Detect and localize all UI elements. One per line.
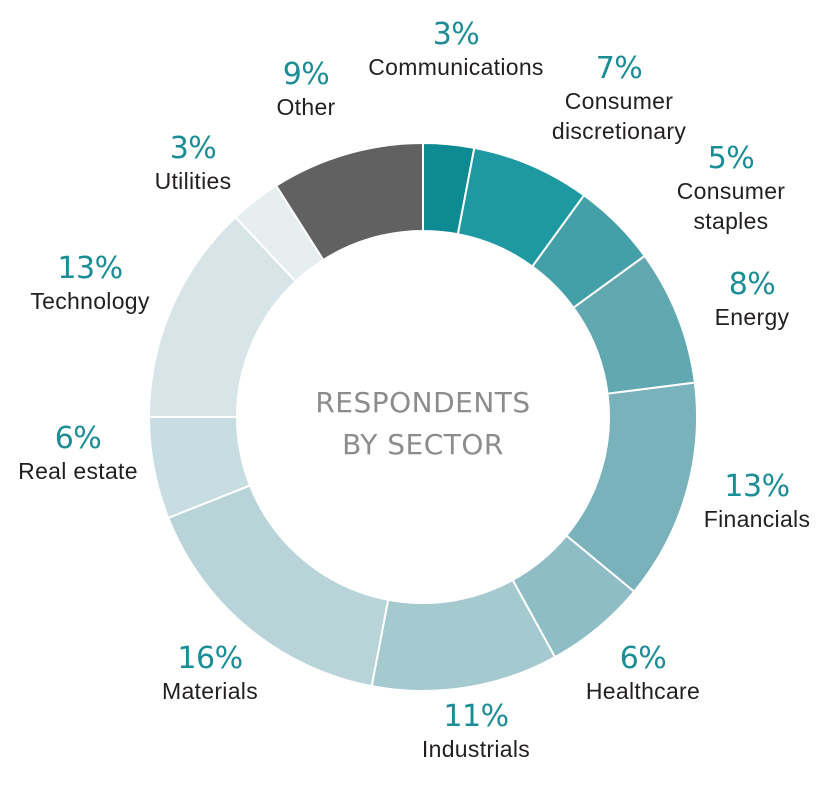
label-utilities: 3% Utilities xyxy=(155,132,232,196)
label-healthcare: 6% Healthcare xyxy=(586,642,700,706)
slice-name: Consumer xyxy=(676,178,786,204)
slice-percent: 16% xyxy=(177,641,243,676)
slice-other xyxy=(274,141,424,262)
slice-name: Other xyxy=(276,94,336,120)
label-communications: 3% Communications xyxy=(368,18,544,82)
label-real-estate: 6% Real estate xyxy=(18,422,138,486)
slice-name: Healthcare xyxy=(585,678,701,704)
label-industrials: 11% Industrials xyxy=(422,700,530,764)
slice-percent: 8% xyxy=(728,267,776,302)
center-title: RESPONDENTS BY SECTOR xyxy=(315,382,530,466)
slice-name: discretionary xyxy=(551,118,687,144)
slice-name: Communications xyxy=(368,54,544,80)
slice-name: Industrials xyxy=(421,736,531,762)
slice-percent: 9% xyxy=(282,57,330,92)
slice-name: Materials xyxy=(161,678,259,704)
label-materials: 16% Materials xyxy=(162,642,258,706)
slice-percent: 6% xyxy=(619,641,667,676)
slice-name: staples xyxy=(693,208,769,234)
slice-percent: 5% xyxy=(707,141,755,176)
label-energy: 8% Energy xyxy=(715,268,790,332)
slice-percent: 3% xyxy=(432,17,480,52)
slice-name: Energy xyxy=(714,304,790,330)
slice-name: Consumer xyxy=(564,88,674,114)
label-other: 9% Other xyxy=(276,58,335,122)
center-title-line-2: BY SECTOR xyxy=(342,428,504,461)
label-technology: 13% Technology xyxy=(30,252,149,316)
slice-percent: 13% xyxy=(724,469,790,504)
slice-name: Utilities xyxy=(154,168,232,194)
slice-percent: 13% xyxy=(57,251,123,286)
slice-percent: 11% xyxy=(443,699,509,734)
slice-percent: 7% xyxy=(595,51,643,86)
slice-percent: 3% xyxy=(169,131,217,166)
slice-name: Real estate xyxy=(18,458,138,484)
label-consumer-discretionary: 7% Consumer discretionary xyxy=(552,52,686,146)
label-consumer-staples: 5% Consumer staples xyxy=(677,142,786,236)
slice-name: Financials xyxy=(703,506,811,532)
slice-percent: 6% xyxy=(54,421,102,456)
label-financials: 13% Financials xyxy=(704,470,811,534)
slice-name: Technology xyxy=(30,288,150,314)
center-title-line-1: RESPONDENTS xyxy=(315,386,531,419)
